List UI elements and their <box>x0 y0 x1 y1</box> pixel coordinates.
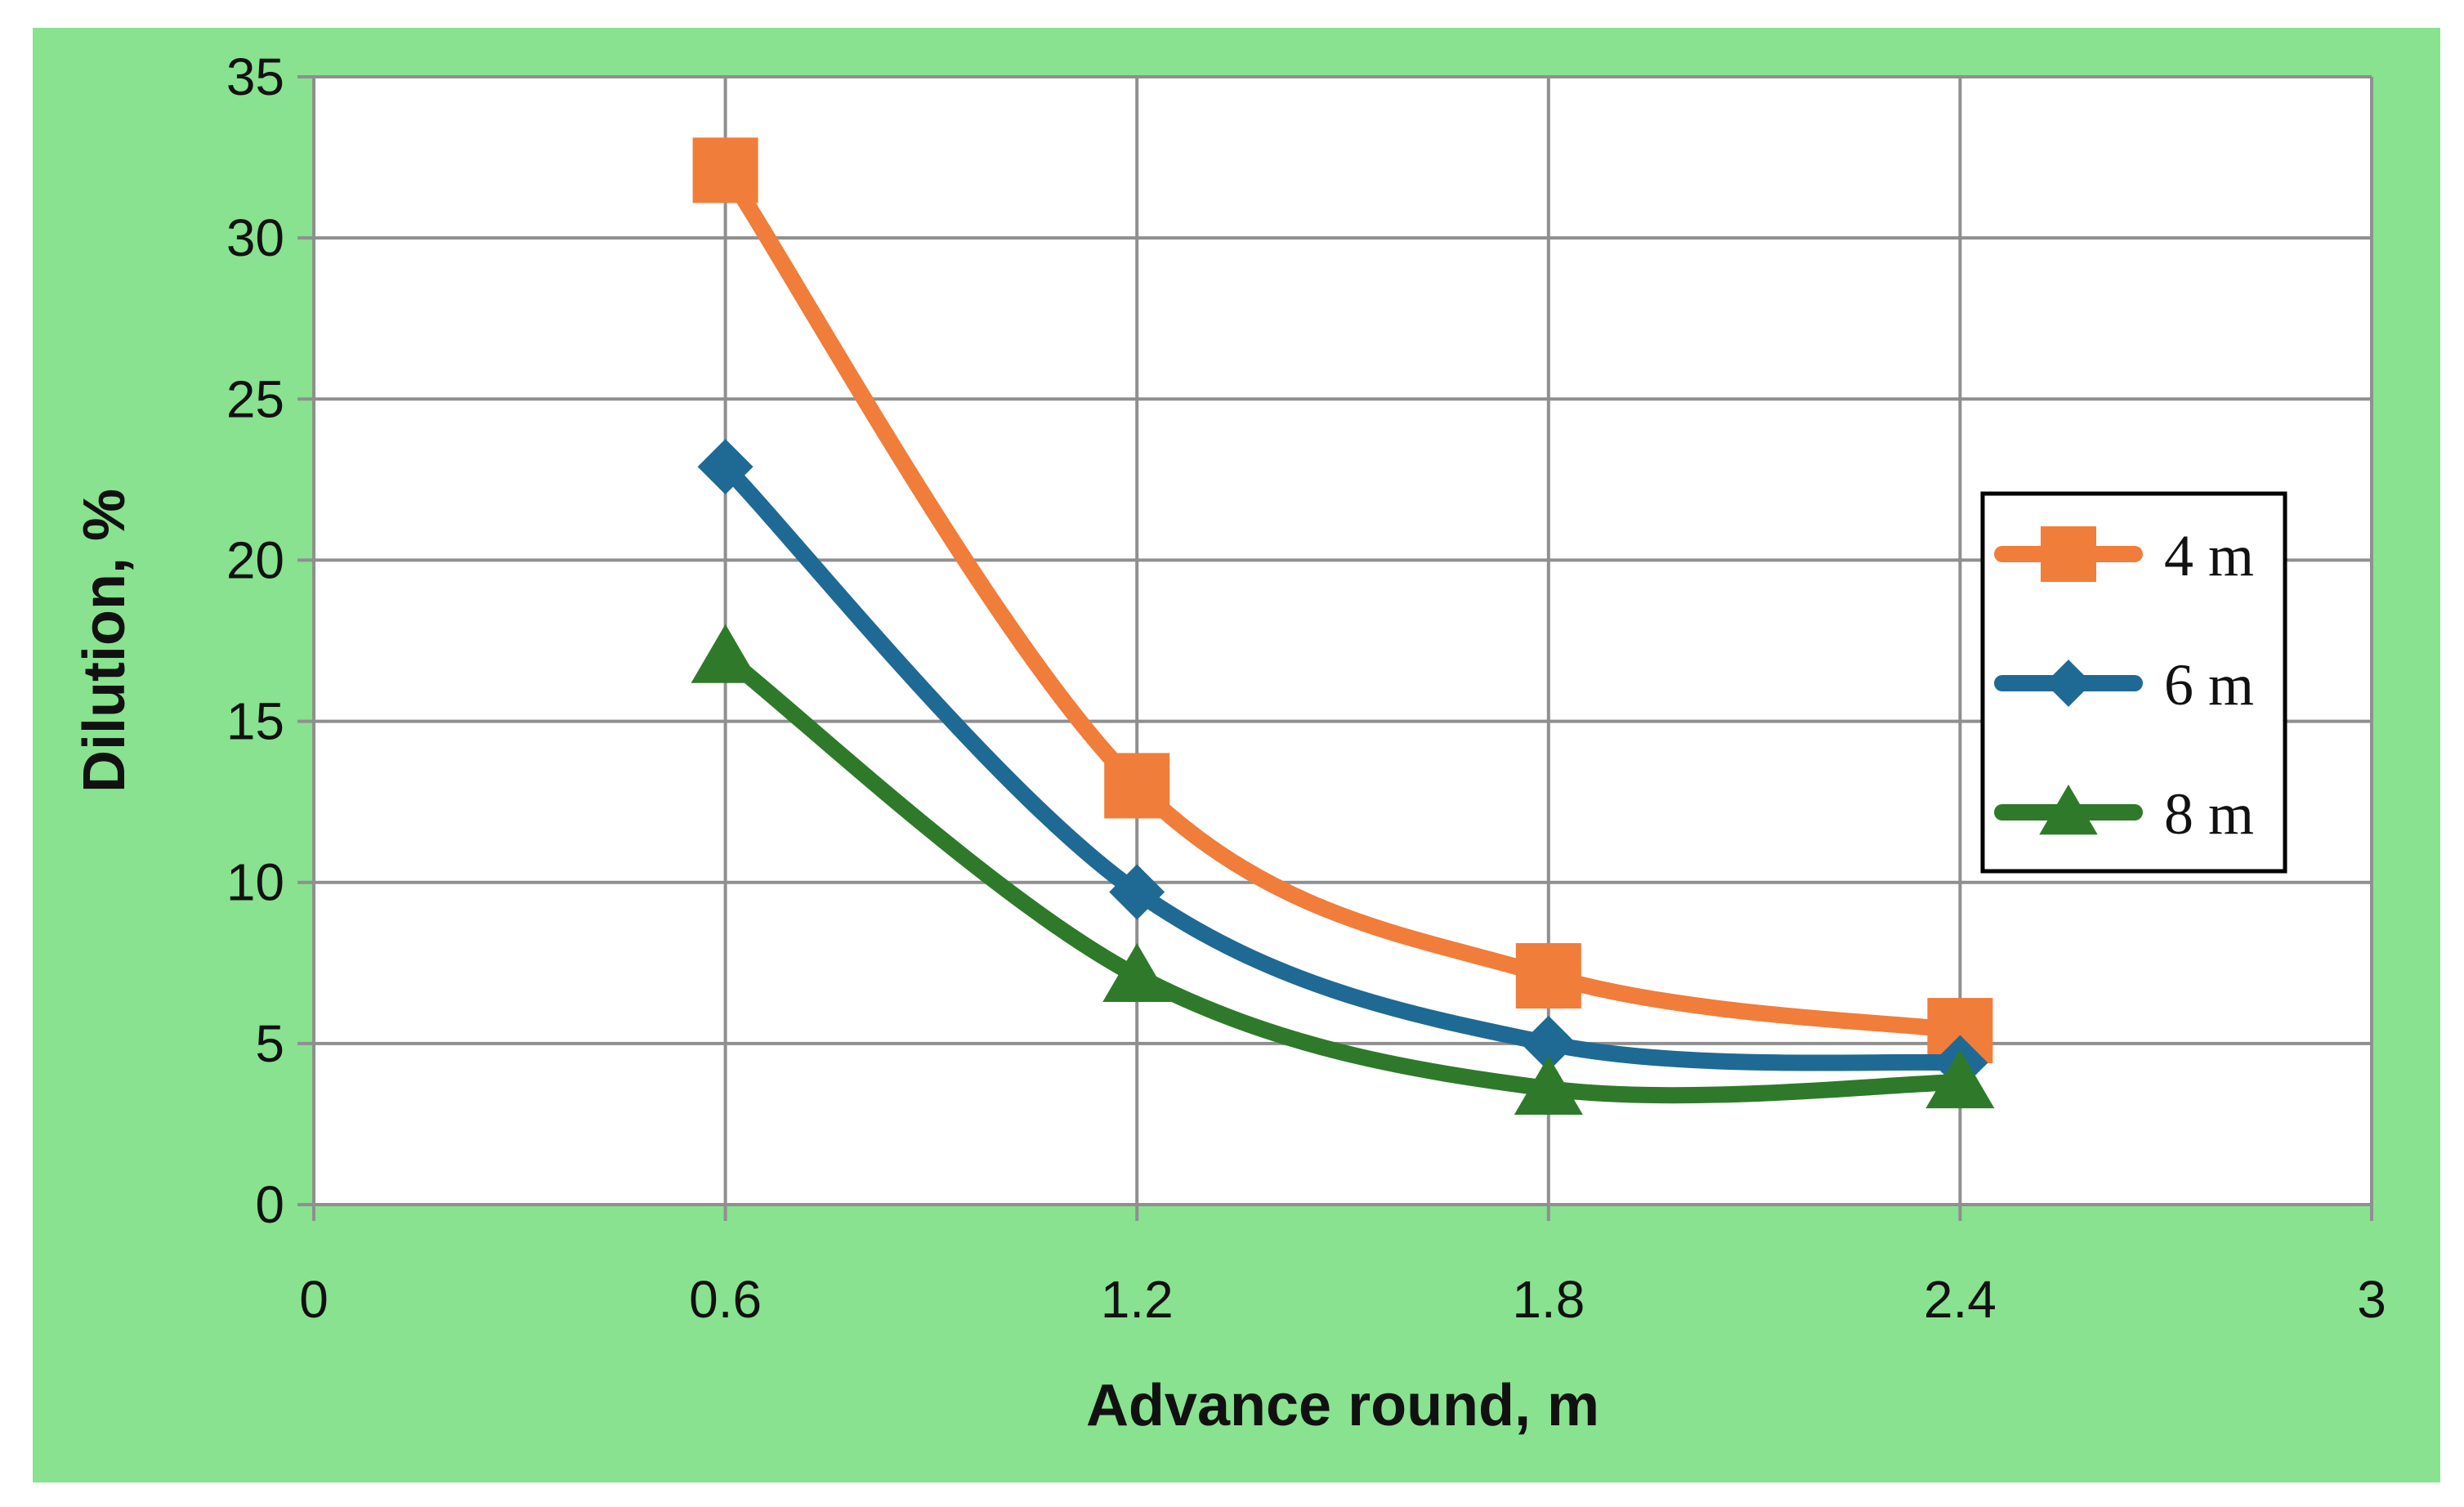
series-line <box>717 458 1969 1071</box>
x-tick-label: 0.6 <box>689 1270 762 1329</box>
y-tick-label: 10 <box>226 853 284 912</box>
legend-label: 8 m <box>2164 781 2254 847</box>
data-point-marker <box>1925 1049 1995 1109</box>
x-tick-label: 2.4 <box>1924 1270 1997 1329</box>
series-8-m <box>691 624 1995 1116</box>
legend-marker <box>2041 526 2096 582</box>
legend-item: 8 m <box>1994 781 2254 847</box>
data-point-marker <box>691 624 760 683</box>
y-axis-title: Dilution, % <box>72 489 137 793</box>
series-4-m <box>692 137 1993 1064</box>
y-tick-label: 35 <box>226 47 284 106</box>
data-point-marker <box>1520 1015 1576 1071</box>
y-tick-label: 25 <box>226 369 284 428</box>
series-lines <box>691 137 1995 1116</box>
x-tick-label: 1.8 <box>1512 1270 1585 1329</box>
x-axis-title: Advance round, m <box>1086 1373 1599 1438</box>
data-point-marker <box>1104 753 1170 819</box>
legend-item: 6 m <box>1994 652 2254 718</box>
legend-item: 4 m <box>1994 523 2254 588</box>
legend-label: 4 m <box>2164 523 2254 588</box>
data-point-marker <box>1515 943 1581 1009</box>
series-line <box>717 162 1969 1040</box>
data-point-marker <box>697 439 754 495</box>
y-tick-label: 5 <box>255 1014 284 1073</box>
y-tick-label: 20 <box>226 530 284 589</box>
line-chart: 0 5 10 15 20 25 30 35 0 0.6 1.2 1.8 2.4 3 Dilution, %… <box>72 47 2386 1438</box>
legend-marker <box>2039 785 2098 835</box>
x-tick-label: 1.2 <box>1101 1270 1174 1329</box>
x-tick-label: 0 <box>299 1270 329 1329</box>
x-tick-label: 3 <box>2357 1270 2386 1329</box>
data-point-marker <box>692 137 758 203</box>
legend: 4 m 6 m 8 m <box>1980 491 2287 874</box>
axes: 0 5 10 15 20 25 30 35 0 0.6 1.2 1.8 2.4 3 <box>226 47 2386 1329</box>
legend-label: 6 m <box>2164 652 2254 718</box>
series-line <box>717 648 1969 1104</box>
data-point-marker <box>1514 1056 1583 1116</box>
chart-frame: 0 5 10 15 20 25 30 35 0 0.6 1.2 1.8 2.4 3 Dilution, %… <box>33 28 2440 1482</box>
y-tick-label: 15 <box>226 692 284 751</box>
data-point-marker <box>1109 864 1165 920</box>
series-6-m <box>697 439 1988 1091</box>
data-point-marker <box>1102 943 1172 1003</box>
y-tick-label: 0 <box>255 1175 284 1234</box>
legend-marker <box>2045 660 2092 707</box>
y-tick-label: 30 <box>226 208 284 267</box>
